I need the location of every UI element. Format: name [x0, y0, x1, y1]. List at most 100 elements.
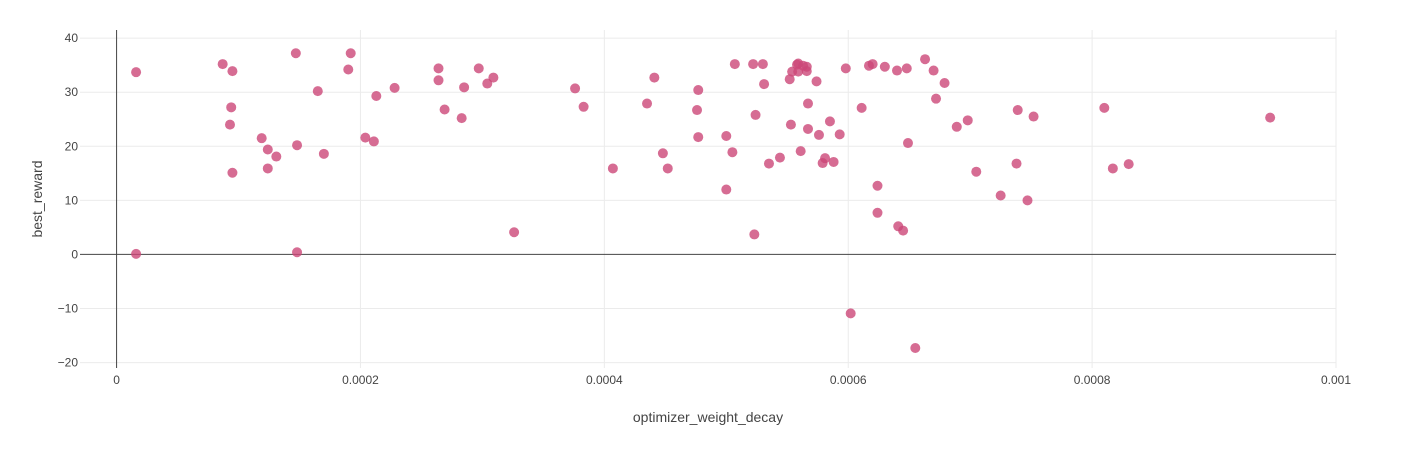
y-axis-title: best_reward [29, 160, 45, 237]
scatter-point [785, 119, 796, 130]
scatter-point [227, 167, 238, 178]
scatter-point [763, 158, 774, 169]
axis-layer [80, 30, 1336, 368]
scatter-point [1099, 102, 1110, 113]
scatter-point [692, 105, 703, 116]
y-tick-label: −10 [58, 302, 79, 316]
scatter-point [820, 153, 831, 164]
scatter-point [879, 61, 890, 72]
scatter-point [693, 85, 704, 96]
x-axis-title: optimizer_weight_decay [633, 409, 783, 425]
scatter-point [509, 227, 520, 238]
scatter-point [802, 123, 813, 134]
x-tick-label: 0.001 [1321, 373, 1351, 387]
scatter-point [1011, 158, 1022, 169]
scatter-point [872, 207, 883, 218]
scatter-point [759, 79, 770, 90]
scatter-point [256, 133, 267, 144]
scatter-point [662, 163, 673, 174]
y-tick-label: 30 [65, 85, 79, 99]
scatter-point [802, 98, 813, 109]
y-tick-label: 0 [71, 247, 78, 261]
scatter-point [872, 180, 883, 191]
x-tick-label: 0.0002 [342, 373, 379, 387]
scatter-point [939, 77, 950, 88]
scatter-point [318, 148, 329, 159]
scatter-point [459, 82, 470, 93]
scatter-point [217, 59, 228, 70]
scatter-point [262, 163, 273, 174]
scatter-point [657, 148, 668, 159]
scatter-point [813, 129, 824, 140]
scatter-point [757, 59, 768, 70]
scatter-point [784, 74, 795, 85]
scatter-point [928, 65, 939, 76]
scatter-point [292, 140, 303, 151]
scatter-point [892, 65, 903, 76]
scatter-point [995, 190, 1006, 201]
scatter-point [750, 109, 761, 120]
scatter-point [1123, 159, 1134, 170]
scatter-point [729, 59, 740, 70]
scatter-point [828, 156, 839, 167]
scatter-point [824, 116, 835, 127]
scatter-point [271, 151, 282, 162]
scatter-point [1028, 111, 1039, 122]
scatter-point [131, 248, 142, 259]
scatter-point [433, 63, 444, 74]
scatter-point [642, 98, 653, 109]
grid-layer [80, 30, 1337, 368]
scatter-point [456, 113, 467, 124]
scatter-point [721, 184, 732, 195]
scatter-point [693, 132, 704, 143]
x-tick-label: 0.0006 [830, 373, 867, 387]
scatter-point [439, 104, 450, 115]
y-tick-label: 20 [65, 139, 79, 153]
scatter-point [433, 75, 444, 86]
scatter-point [578, 101, 589, 112]
scatter-point [834, 129, 845, 140]
scatter-point [898, 225, 909, 236]
scatter-point [748, 59, 759, 70]
scatter-point [607, 163, 618, 174]
scatter-point [811, 76, 822, 87]
scatter-point [962, 115, 973, 126]
x-tick-label: 0 [113, 373, 120, 387]
tick-labels-layer: 0 0.0002 0.0004 0.0006 0.0008 0.001 −20 −10 0 10 2… [58, 31, 1352, 387]
scatter-point [488, 72, 499, 83]
points-layer [131, 48, 1276, 353]
scatter-point [224, 119, 235, 130]
scatter-point [345, 48, 356, 59]
scatter-point [389, 82, 400, 93]
scatter-point [845, 308, 856, 319]
scatter-point [1012, 105, 1023, 116]
scatter-point [971, 166, 982, 177]
scatter-point [910, 342, 921, 353]
scatter-point [1107, 163, 1118, 174]
scatter-point [371, 90, 382, 101]
scatter-point [343, 64, 354, 75]
scatter-point [473, 63, 484, 74]
scatter-point [292, 247, 303, 258]
scatter-point [360, 132, 371, 143]
y-tick-label: 40 [65, 31, 79, 45]
scatter-point [290, 48, 301, 59]
x-tick-label: 0.0008 [1074, 373, 1111, 387]
scatter-point [920, 54, 931, 65]
scatter-point [1265, 112, 1276, 123]
scatter-point [931, 93, 942, 104]
scatter-point [749, 229, 760, 240]
scatter-point [227, 66, 238, 77]
scatter-point [262, 144, 273, 155]
scatter-point [727, 147, 738, 158]
scatter-point [795, 146, 806, 157]
scatter-point [902, 138, 913, 149]
scatter-point [856, 102, 867, 113]
scatter-point [867, 59, 878, 70]
scatter-point [774, 152, 785, 163]
scatter-point [951, 121, 962, 132]
scatter-point [801, 66, 812, 77]
scatter-point [570, 83, 581, 94]
scatter-point [721, 130, 732, 141]
